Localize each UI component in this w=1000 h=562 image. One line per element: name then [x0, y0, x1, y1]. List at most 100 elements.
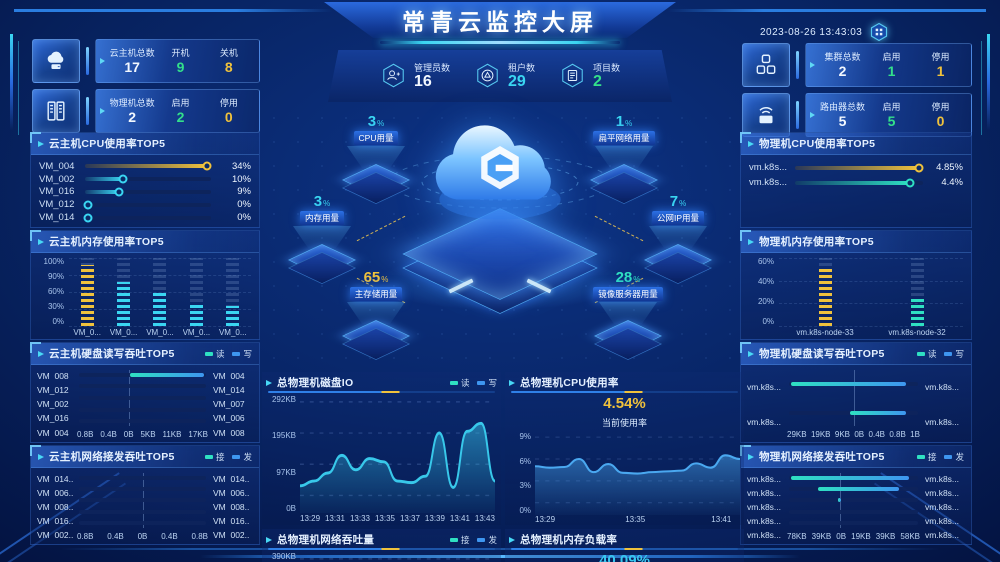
top5-row: VM_014 0%: [39, 211, 251, 224]
row-label: vm.k8s...: [925, 516, 960, 526]
left-labels: VM_014.. VM_006.. VM_008.. VM_016.. VM_002..: [37, 472, 77, 542]
x-axis: vm.k8s-node-33 vm.k8s-node-32: [749, 328, 963, 337]
row-label: vm.k8s...: [747, 502, 782, 512]
stat-col: 开机 9: [156, 46, 204, 75]
row-label: VM_014..: [213, 474, 250, 484]
project-icon: [559, 62, 586, 89]
resource-node: 7% 公网IP用量: [622, 194, 734, 292]
stat-label: 启用: [882, 102, 901, 113]
chart-body: vm.k8s... vm.k8s... vm.k8s... vm.k8s... vm.k…: [741, 468, 971, 544]
resource-node: 65% 主存储用量: [320, 270, 432, 368]
row-label: VM_012: [39, 199, 75, 211]
stat-col: 云主机总数 17: [108, 46, 156, 75]
title-underline: [380, 41, 620, 44]
legend-label: 写: [488, 377, 497, 388]
x-axis: 29KB 19KB 9KB 0B 0.4B 0.8B 1B: [787, 427, 920, 440]
legend-swatch-icon: [944, 351, 953, 356]
x-axis: 13:29 13:35 13:41: [535, 515, 740, 525]
timestamp-area: 2023-08-26 13:43:03: [760, 22, 889, 42]
gridline: [779, 258, 963, 259]
x-tick: 0.8B: [889, 430, 906, 440]
resource-node: 28% 镜像服务器用量: [572, 270, 684, 368]
row-label: VM_002..: [37, 530, 74, 540]
y-tick: 60%: [757, 257, 774, 266]
chart-body: vm.k8s... vm.k8s... 29KB 19KB 9KB 0B 0.4B 0.8B 1…: [741, 365, 971, 442]
x-axis: 0.8B 0.4B 0B 0.4B 0.8B: [77, 529, 208, 542]
top5-row: VM_012 0%: [39, 198, 251, 211]
legend-item: 写: [232, 348, 252, 360]
menu-hex-badge-icon[interactable]: [869, 22, 889, 42]
row-dot-icon: [914, 163, 924, 172]
row-label: vm.k8s...: [747, 418, 782, 427]
row-label: VM_007: [213, 400, 245, 409]
plot-area: [779, 258, 963, 327]
row-label: VM_004: [213, 371, 245, 381]
current-value: 40.09%: [599, 552, 650, 562]
row-bar: [790, 381, 907, 386]
y-tick: 0%: [519, 505, 531, 515]
panel-cloud-cpu-top5: 云主机CPU使用率TOP5 VM_004 34% VM_002 10% VM_016 9% V…: [30, 132, 260, 228]
kpi-value: 29: [507, 73, 526, 91]
row-track: [79, 395, 206, 400]
resource-unit: %: [377, 119, 385, 128]
x-tick: 39KB: [875, 532, 896, 542]
top5-row: VM_004 34%: [39, 160, 251, 173]
stat-col: 停用 0: [205, 96, 253, 125]
y-tick: 3%: [519, 481, 531, 491]
stat-label: 启用: [171, 98, 190, 109]
kpi-label: 项目数: [593, 63, 621, 74]
row-label: VM_006..: [213, 488, 250, 498]
plot-area: [535, 433, 740, 515]
row-label: vm.k8s...: [749, 177, 788, 188]
stat-col: 关机 8: [205, 46, 253, 75]
bar-column: [153, 258, 167, 326]
plot-area: [77, 472, 208, 529]
stat-value: 2: [838, 63, 847, 80]
x-tick: 13:29: [300, 514, 321, 523]
stat-card: 集群总数 2 启用 1 停用 1: [742, 43, 972, 87]
row-label: VM_002: [37, 400, 69, 409]
row-label: VM_008..: [213, 502, 250, 512]
x-tick: 0.8B: [77, 532, 94, 542]
stat-card-divider: [796, 51, 799, 79]
legend-item: 发: [944, 451, 964, 463]
panel-cloud-mem-top5: 云主机内存使用率TOP5 100% 90% 60% 30% 0% VM_0... VM_0..…: [30, 230, 260, 340]
bar: [153, 292, 167, 326]
panel-mem-total: 总物理机内存负载率 40.09%当前负载率60%40%20%0%13:2913:3…: [505, 529, 744, 562]
row-value: 0%: [237, 199, 251, 211]
row-dot-icon: [83, 200, 93, 210]
y-tick: 20%: [757, 297, 774, 306]
legend-swatch-icon: [944, 454, 953, 459]
row-label: VM_016..: [213, 516, 250, 526]
resource-label: CPU用量: [353, 131, 399, 145]
row-label: VM_014: [213, 386, 245, 395]
panel-header: 云主机网络接发吞吐TOP5 接发: [31, 446, 259, 468]
panel-title: 总物理机磁盘IO: [277, 377, 354, 389]
kpi-value: 2: [593, 73, 602, 91]
stat-value: 2: [128, 109, 137, 126]
panel-header: 总物理机磁盘IO 读写: [262, 372, 501, 390]
stat-col: 物理机总数 2: [108, 96, 156, 125]
plot-area: [300, 553, 495, 562]
stat-label: 启用: [882, 52, 901, 63]
row-label: vm.k8s...: [747, 530, 782, 540]
row-track: [789, 410, 918, 415]
y-tick: 60%: [47, 287, 64, 296]
row-label: VM_004: [39, 160, 75, 172]
page-title: 常青云监控大屏: [402, 9, 598, 35]
row-value: 4.4%: [941, 177, 963, 188]
row-track: [79, 521, 206, 526]
legend-label: 写: [243, 348, 252, 359]
x-tick: 0.4B: [161, 532, 178, 542]
resource-value: 28%: [615, 269, 641, 286]
header-rule: [511, 548, 738, 550]
stat-cards-left: 云主机总数 17 开机 9 关机 8 物理机总数 2 启用 2 停用 0: [32, 39, 260, 133]
stat-label: 物理机总数: [109, 98, 155, 109]
x-tick: 0B: [123, 430, 134, 440]
panel-header: 云主机硬盘读写吞吐TOP5 读写: [31, 343, 259, 365]
row-dot-icon: [202, 161, 212, 171]
x-tick: 13:43: [474, 514, 495, 523]
panel-disk-io-total: 总物理机磁盘IO 读写 292KB 195KB 97KB 0B 13:29 13:31 13:3…: [262, 372, 501, 525]
panel-title: 物理机内存使用率TOP5: [759, 236, 874, 248]
chart-legend: 读写: [204, 348, 252, 360]
